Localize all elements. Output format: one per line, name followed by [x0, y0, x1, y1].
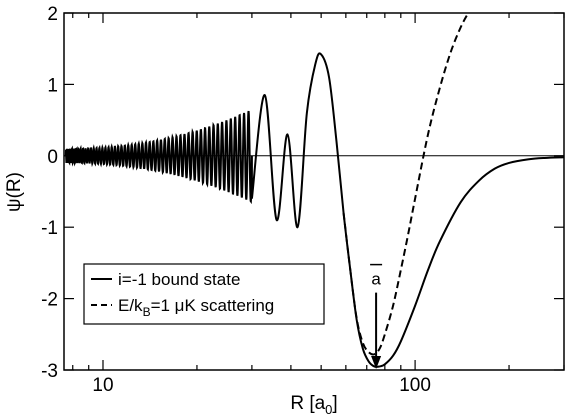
y-tick-label: 2: [47, 4, 58, 25]
x-axis-label: R [a0]: [290, 393, 337, 415]
legend-label-bound-state: i=-1 bound state: [118, 270, 240, 289]
x-tick-label: 100: [399, 375, 431, 396]
y-axis-ticks: 2 1 0 -1 -2 -3: [41, 4, 564, 382]
y-axis-label: ψ(R): [4, 172, 25, 212]
annotation-label: a: [371, 270, 381, 289]
plot-frame: [63, 12, 565, 371]
legend-label-scattering-main: E/k: [118, 296, 143, 315]
y-tick-label: -3: [41, 361, 58, 382]
x-axis-label-sub: 0: [325, 402, 332, 415]
series-bound-state-line: [64, 52, 565, 368]
annotation-a-bar: a: [370, 263, 383, 369]
x-axis-label-end: ]: [332, 393, 337, 414]
y-tick-label: -1: [41, 218, 58, 239]
legend-label-scattering: E/kB=1 μK scattering: [118, 296, 274, 319]
legend: i=-1 bound state E/kB=1 μK scattering: [83, 263, 325, 325]
legend-label-scattering-sub: B: [143, 305, 151, 319]
y-tick-label: 1: [47, 75, 58, 96]
series-scattering-line: [342, 12, 470, 356]
y-tick-label: -2: [41, 290, 58, 311]
y-tick-label: 0: [47, 147, 58, 168]
legend-box: [83, 263, 325, 325]
legend-label-scattering-rest: =1 μK scattering: [151, 296, 275, 315]
x-axis-ticks: 10 100: [72, 13, 565, 396]
x-tick-label: 10: [92, 375, 113, 396]
x-axis-label-main: R [a: [290, 393, 325, 414]
annotation-arrowhead: [371, 356, 382, 369]
